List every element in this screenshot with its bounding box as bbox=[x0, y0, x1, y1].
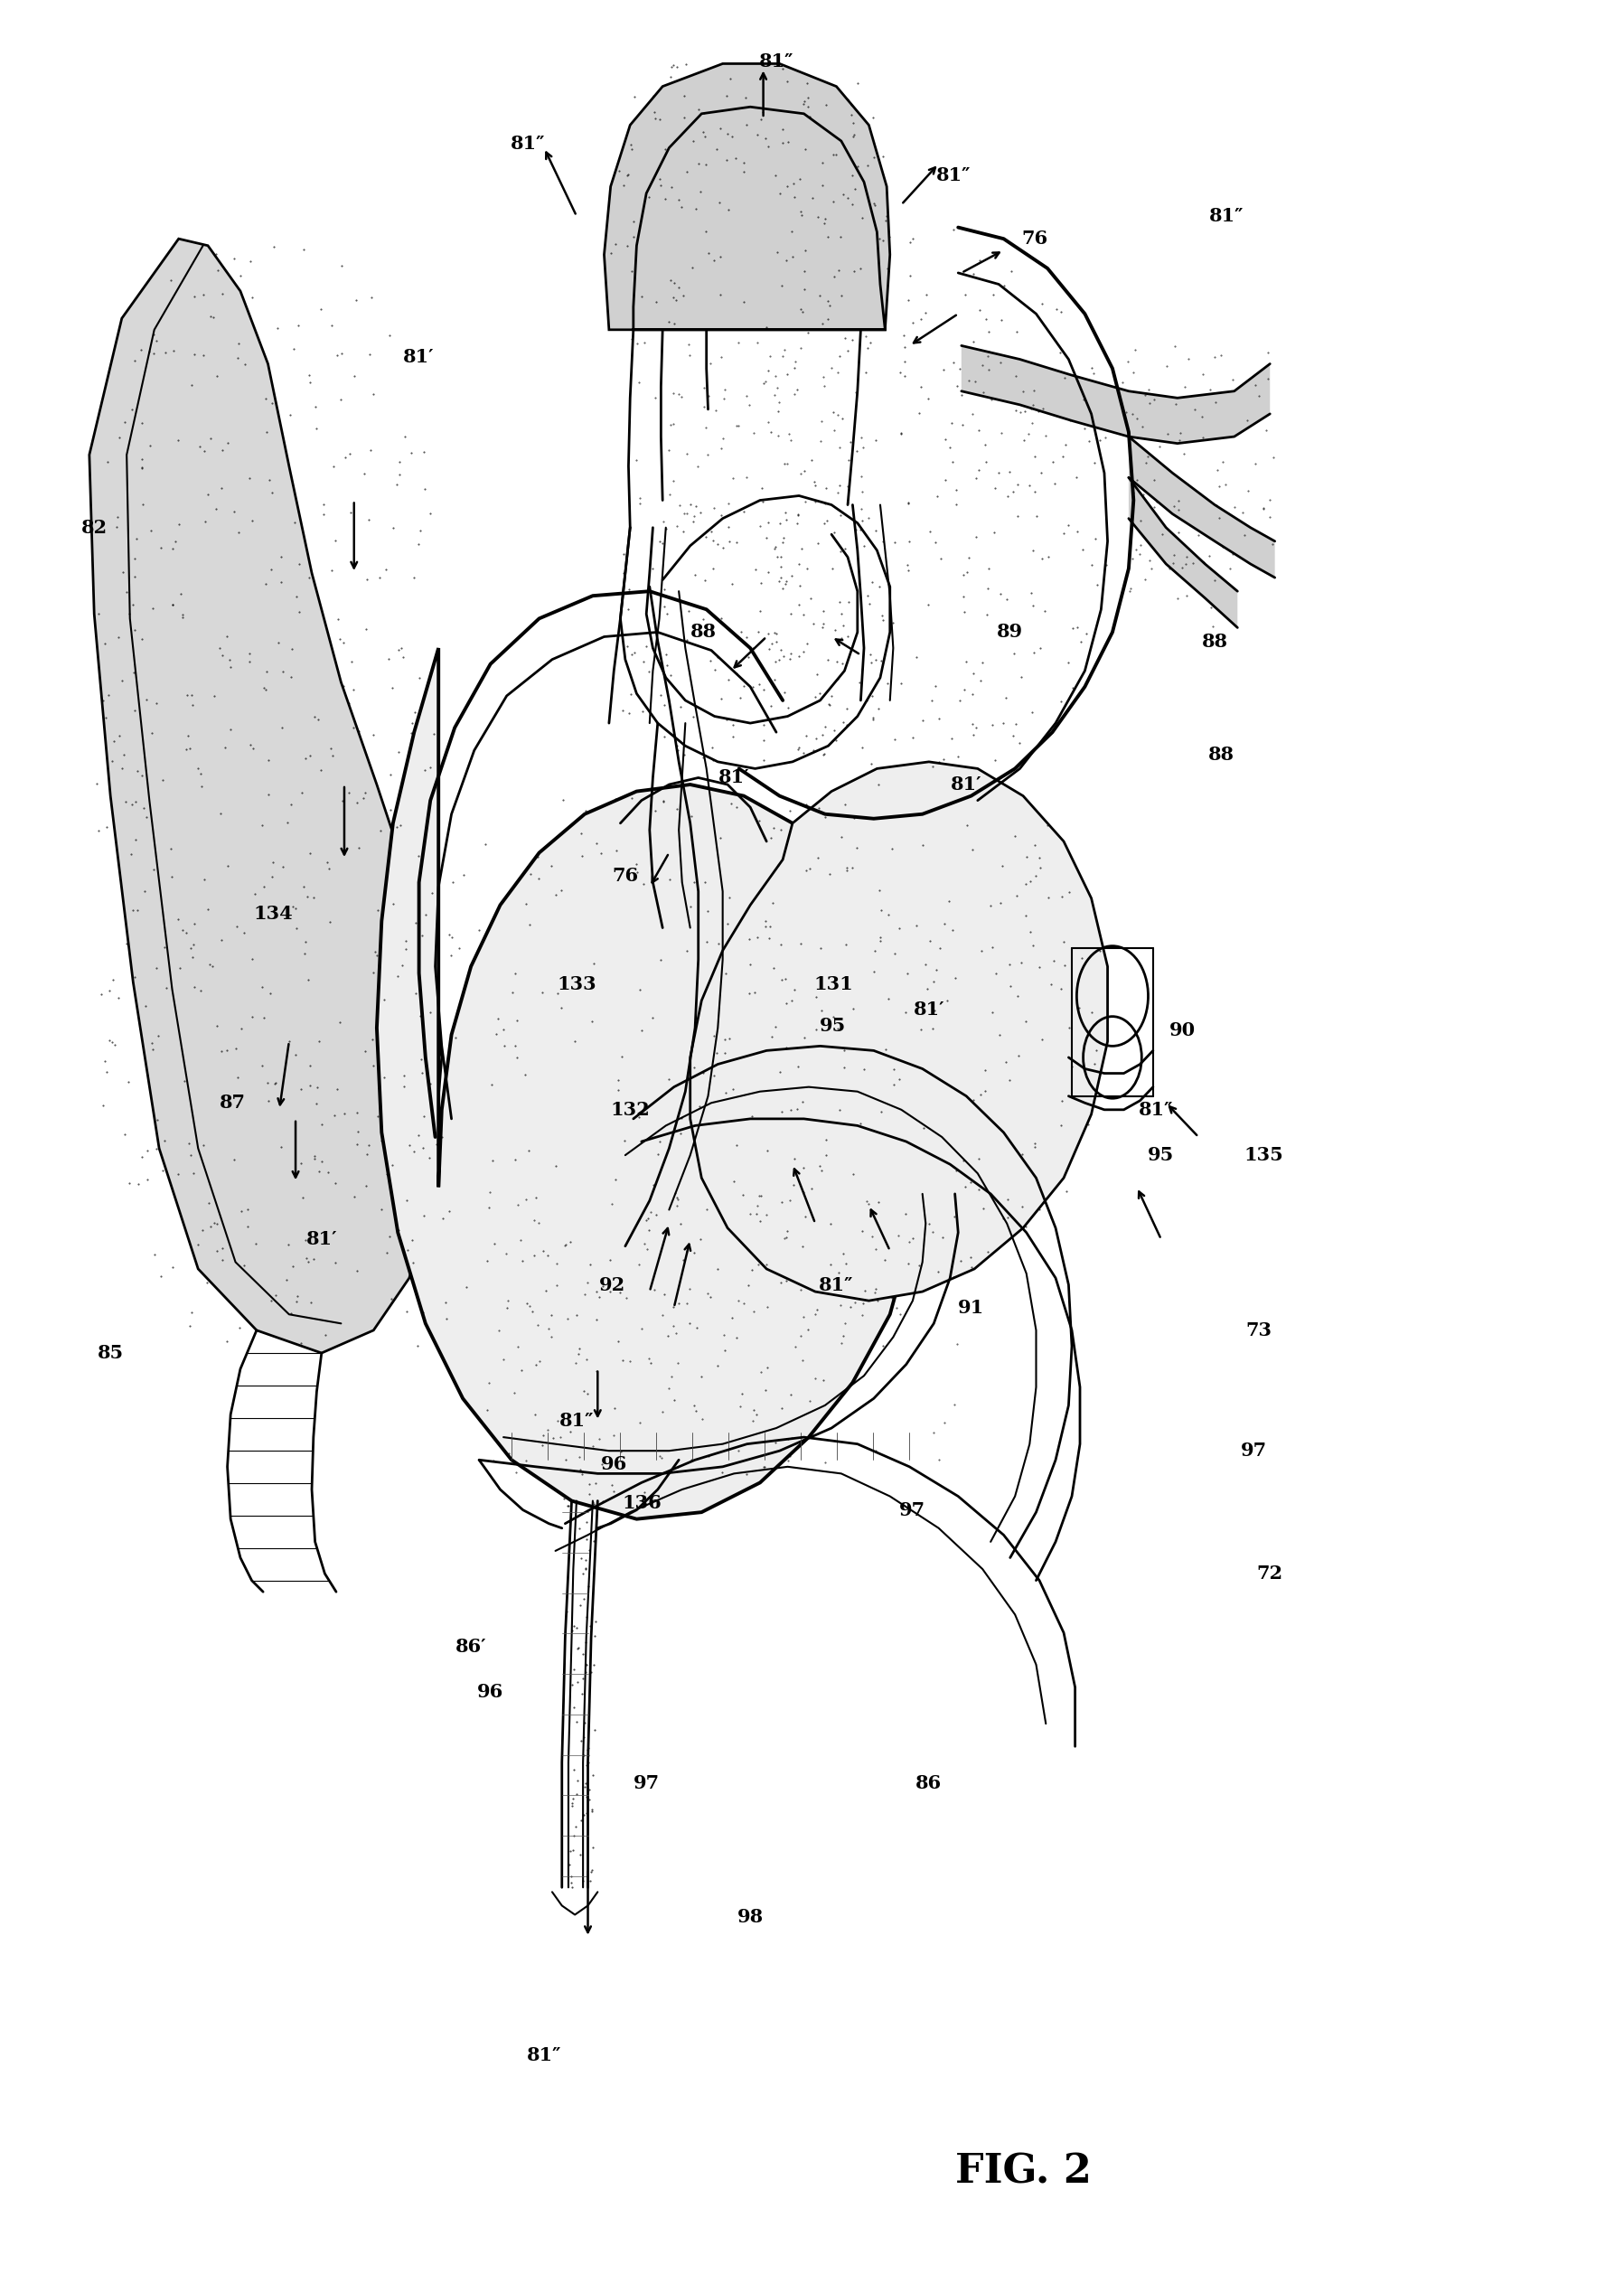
Text: 81″: 81″ bbox=[526, 2047, 562, 2065]
Text: 88: 88 bbox=[690, 623, 716, 641]
Text: 88: 88 bbox=[1202, 632, 1228, 650]
Text: 98: 98 bbox=[737, 1908, 763, 1926]
Text: 76: 76 bbox=[612, 866, 638, 885]
Text: 132: 132 bbox=[611, 1101, 650, 1119]
Text: 95: 95 bbox=[820, 1016, 846, 1035]
Polygon shape bbox=[89, 239, 442, 1353]
Text: 87: 87 bbox=[219, 1094, 245, 1112]
Polygon shape bbox=[1129, 437, 1275, 578]
Polygon shape bbox=[690, 762, 1108, 1301]
Text: 136: 136 bbox=[622, 1494, 661, 1512]
Text: 97: 97 bbox=[1241, 1442, 1267, 1460]
Text: 135: 135 bbox=[1244, 1146, 1283, 1164]
Text: FIG. 2: FIG. 2 bbox=[955, 2151, 1091, 2192]
Polygon shape bbox=[961, 346, 1270, 443]
Text: 81″: 81″ bbox=[758, 52, 794, 70]
Text: 134: 134 bbox=[253, 905, 292, 923]
Text: 133: 133 bbox=[557, 976, 596, 994]
Text: 86′: 86′ bbox=[455, 1637, 487, 1655]
Text: 91: 91 bbox=[958, 1298, 984, 1317]
Text: 81″: 81″ bbox=[510, 134, 546, 152]
Text: 96: 96 bbox=[477, 1683, 503, 1701]
Text: 88: 88 bbox=[1208, 746, 1234, 764]
Text: 97: 97 bbox=[633, 1774, 659, 1792]
Text: 95: 95 bbox=[1148, 1146, 1174, 1164]
Text: 131: 131 bbox=[814, 976, 853, 994]
Text: 85: 85 bbox=[97, 1344, 123, 1362]
Text: 81′: 81′ bbox=[950, 775, 983, 794]
Text: 76: 76 bbox=[1021, 230, 1047, 248]
Text: 90: 90 bbox=[1169, 1021, 1195, 1039]
Text: 97: 97 bbox=[900, 1501, 926, 1519]
Polygon shape bbox=[1129, 478, 1237, 628]
Text: 81″: 81″ bbox=[559, 1412, 594, 1430]
Polygon shape bbox=[604, 64, 890, 330]
Text: 81′: 81′ bbox=[718, 769, 750, 787]
Text: 81″: 81″ bbox=[935, 166, 971, 184]
Text: 81″: 81″ bbox=[1138, 1101, 1174, 1119]
Polygon shape bbox=[377, 648, 922, 1519]
Text: 72: 72 bbox=[1257, 1565, 1283, 1583]
Text: 81′: 81′ bbox=[305, 1230, 338, 1248]
Text: 92: 92 bbox=[599, 1276, 625, 1294]
Text: 73: 73 bbox=[1246, 1321, 1272, 1339]
Text: 81′: 81′ bbox=[403, 348, 435, 366]
Text: 89: 89 bbox=[997, 623, 1023, 641]
Text: 81″: 81″ bbox=[818, 1276, 854, 1294]
Text: 82: 82 bbox=[81, 518, 107, 537]
Text: 81″: 81″ bbox=[1208, 207, 1244, 225]
Text: 96: 96 bbox=[601, 1455, 627, 1474]
Text: 81′: 81′ bbox=[913, 1001, 945, 1019]
Text: 86: 86 bbox=[916, 1774, 942, 1792]
